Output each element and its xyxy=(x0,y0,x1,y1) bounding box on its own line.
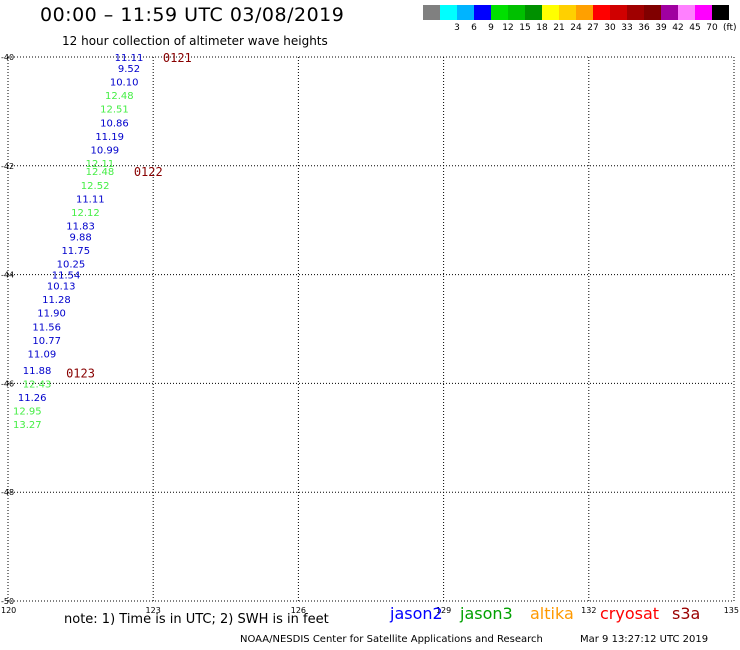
colorbar-label: 39 xyxy=(655,23,667,33)
colorbar-label: 3 xyxy=(454,23,460,33)
colorbar-label: 21 xyxy=(553,23,565,33)
time-label: 0123 xyxy=(66,367,95,381)
colorbar-swatch xyxy=(559,5,576,20)
page-title: 00:00 – 11:59 UTC 03/08/2019 xyxy=(40,4,345,26)
page-subtitle: 12 hour collection of altimeter wave hei… xyxy=(62,34,328,48)
wave-height-label: 11.88 xyxy=(23,366,52,377)
wave-height-label: 10.99 xyxy=(90,145,119,156)
wave-height-label: 11.26 xyxy=(18,393,47,404)
colorbar-label: 15 xyxy=(519,23,531,33)
colorbar-swatch xyxy=(661,5,678,20)
wave-height-label: 9.52 xyxy=(118,64,140,75)
wave-height-label: 10.10 xyxy=(110,77,139,88)
wave-height-label: 10.86 xyxy=(100,118,129,129)
lon-tick-label: 135 xyxy=(724,606,739,615)
colorbar-swatch xyxy=(644,5,661,20)
colorbar-label: 6 xyxy=(471,23,477,33)
wave-height-label: 12.43 xyxy=(23,379,52,390)
lat-tick-label: -40 xyxy=(1,53,14,62)
wave-height-label: 11.90 xyxy=(37,309,66,320)
colorbar-label: 30 xyxy=(604,23,616,33)
legend-altika: altika xyxy=(530,604,574,623)
wave-height-label: 9.88 xyxy=(69,233,91,244)
time-label: 0121 xyxy=(163,51,192,65)
wave-height-label: 12.51 xyxy=(100,105,129,116)
footer-timestamp: Mar 9 13:27:12 UTC 2019 xyxy=(580,634,709,645)
footer-note: note: 1) Time is in UTC; 2) SWH is in fe… xyxy=(64,612,329,627)
colorbar-label: 9 xyxy=(488,23,494,33)
colorbar-label: 70 xyxy=(706,23,718,33)
colorbar-swatch xyxy=(542,5,559,20)
wave-height-label: 12.95 xyxy=(13,407,42,418)
wave-height-label: 11.11 xyxy=(76,194,105,205)
wave-height-label: 12.11 xyxy=(86,159,115,170)
lon-tick-label: 126 xyxy=(291,606,306,615)
colorbar-swatch xyxy=(525,5,542,20)
wave-height-label: 11.75 xyxy=(61,246,90,257)
legend-jason3: jason3 xyxy=(460,604,513,623)
wave-height-label: 11.54 xyxy=(52,271,81,282)
lon-tick-label: 129 xyxy=(436,606,451,615)
wave-height-label: 10.77 xyxy=(32,336,61,347)
lat-tick-label: -50 xyxy=(1,597,14,606)
colorbar-label: 42 xyxy=(672,23,684,33)
wave-height-label: 11.83 xyxy=(66,222,95,233)
wave-height-label: 11.28 xyxy=(42,295,71,306)
legend-s3a: s3a xyxy=(672,604,701,623)
colorbar-swatch xyxy=(508,5,525,20)
wave-height-label: 11.11 xyxy=(115,53,144,64)
colorbar-unit-label: (ft) xyxy=(723,23,737,33)
colorbar-label: 36 xyxy=(638,23,650,33)
colorbar-swatch xyxy=(593,5,610,20)
colorbar-label: 45 xyxy=(689,23,701,33)
colorbar-swatch xyxy=(474,5,491,20)
colorbar-label: 12 xyxy=(502,23,514,33)
wave-height-label: 13.27 xyxy=(13,420,42,431)
lat-tick-label: -48 xyxy=(1,488,14,497)
wave-height-label: 10.13 xyxy=(47,281,76,292)
wave-height-label: 11.09 xyxy=(28,349,57,360)
wave-height-label: 12.48 xyxy=(105,91,134,102)
lat-tick-label: -44 xyxy=(1,271,14,280)
colorbar-label: 18 xyxy=(536,23,548,33)
legend-cryosat: cryosat xyxy=(600,604,660,623)
colorbar-swatch xyxy=(712,5,729,20)
wave-height-label: 12.52 xyxy=(81,181,110,192)
colorbar-label: 27 xyxy=(587,23,599,33)
wave-height-label: 11.19 xyxy=(95,132,124,143)
wave-height-label: 10.25 xyxy=(57,260,86,271)
wave-height-label: 11.56 xyxy=(32,322,61,333)
colorbar-swatch xyxy=(678,5,695,20)
colorbar-swatch xyxy=(610,5,627,20)
colorbar-label: 33 xyxy=(621,23,633,33)
colorbar-swatch xyxy=(695,5,712,20)
lat-tick-label: -42 xyxy=(1,162,14,171)
wave-height-label: 12.12 xyxy=(71,208,100,219)
lat-tick-label: -46 xyxy=(1,379,14,388)
colorbar-swatch xyxy=(627,5,644,20)
lon-tick-label: 120 xyxy=(1,606,16,615)
wave-height-label: 12.48 xyxy=(86,167,115,178)
colorbar-swatch xyxy=(440,5,457,20)
footer-credit: NOAA/NESDIS Center for Satellite Applica… xyxy=(240,634,543,645)
colorbar-swatch xyxy=(423,5,440,20)
colorbar-label: 24 xyxy=(570,23,582,33)
lon-tick-label: 132 xyxy=(581,606,596,615)
lon-tick-label: 123 xyxy=(146,606,161,615)
legend-jason2: jason2 xyxy=(390,604,443,623)
colorbar-swatch xyxy=(491,5,508,20)
colorbar-swatch xyxy=(457,5,474,20)
time-label: 0122 xyxy=(134,165,163,179)
colorbar-swatch xyxy=(576,5,593,20)
